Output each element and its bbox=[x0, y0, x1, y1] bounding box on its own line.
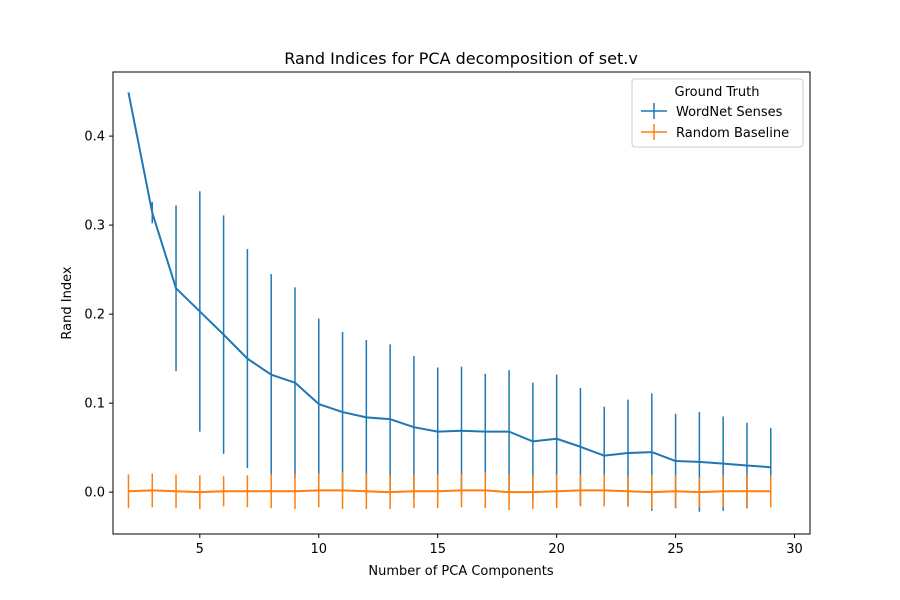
legend-label-wordnet: WordNet Senses bbox=[676, 105, 783, 120]
y-axis: 0.0 0.1 0.2 0.3 0.4 bbox=[84, 130, 113, 501]
y-tick-label: 0.2 bbox=[84, 308, 105, 323]
y-tick-label: 0.0 bbox=[84, 486, 105, 501]
series-random-baseline bbox=[127, 471, 772, 510]
legend-label-random: Random Baseline bbox=[676, 126, 789, 141]
y-tick-label: 0.3 bbox=[84, 219, 105, 234]
legend-entry-wordnet: WordNet Senses bbox=[641, 103, 783, 120]
series-layer bbox=[127, 92, 772, 512]
legend-entry-random: Random Baseline bbox=[641, 124, 789, 141]
x-tick-label: 15 bbox=[429, 542, 446, 557]
legend-title: Ground Truth bbox=[675, 85, 760, 100]
series-line-random-baseline bbox=[128, 489, 771, 494]
y-tick-label: 0.1 bbox=[84, 397, 105, 412]
x-axis: 5 10 15 20 25 30 bbox=[196, 534, 803, 557]
series-line-wordnet-senses bbox=[127, 92, 771, 469]
x-tick-label: 30 bbox=[786, 542, 803, 557]
x-axis-label: Number of PCA Components bbox=[368, 564, 553, 579]
x-tick-label: 25 bbox=[667, 542, 684, 557]
legend-frame bbox=[631, 78, 804, 148]
legend: Ground Truth WordNet Senses Random Basel… bbox=[631, 78, 804, 148]
x-tick-label: 5 bbox=[196, 542, 204, 557]
x-tick-label: 10 bbox=[310, 542, 327, 557]
y-axis-label: Rand Index bbox=[60, 266, 75, 339]
chart-title: Rand Indices for PCA decomposition of se… bbox=[284, 49, 638, 68]
y-tick-label: 0.4 bbox=[84, 130, 105, 145]
x-tick-label: 20 bbox=[548, 542, 565, 557]
